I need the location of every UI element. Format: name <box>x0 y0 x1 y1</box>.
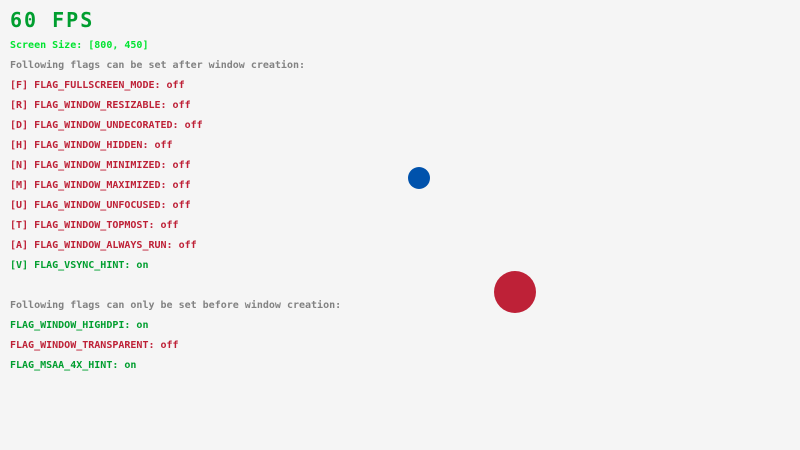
flag-status-window-undecorated: [D] FLAG_WINDOW_UNDECORATED: off <box>10 120 203 131</box>
flags-before-creation-section: Following flags can only be set before w… <box>10 300 341 380</box>
flag-status-window-always-run: [A] FLAG_WINDOW_ALWAYS_RUN: off <box>10 240 197 251</box>
flag-status-window-maximized: [M] FLAG_WINDOW_MAXIMIZED: off <box>10 180 191 191</box>
flag-status-fullscreen-mode: [F] FLAG_FULLSCREEN_MODE: off <box>10 80 185 91</box>
section-heading: Following flags can only be set before w… <box>10 300 342 311</box>
flag-status-window-topmost: [T] FLAG_WINDOW_TOPMOST: off <box>10 220 179 231</box>
blue-ball <box>408 167 430 189</box>
flag-status-vsync-hint: [V] FLAG_VSYNC_HINT: on <box>10 260 149 271</box>
flag-status-window-minimized: [N] FLAG_WINDOW_MINIMIZED: off <box>10 160 191 171</box>
flag-status-window-resizable: [R] FLAG_WINDOW_RESIZABLE: off <box>10 100 191 111</box>
flag-status-msaa-4x-hint: FLAG_MSAA_4X_HINT: on <box>10 360 137 371</box>
screen-size-label: Screen Size: [800, 450] <box>10 40 149 51</box>
section-heading: Following flags can be set after window … <box>10 60 306 71</box>
flag-status-window-hidden: [H] FLAG_WINDOW_HIDDEN: off <box>10 140 173 151</box>
flag-status-window-transparent: FLAG_WINDOW_TRANSPARENT: off <box>10 340 179 351</box>
flags-after-creation-section: Following flags can be set after window … <box>10 60 305 280</box>
flag-status-window-highdpi: FLAG_WINDOW_HIGHDPI: on <box>10 320 149 331</box>
fps-counter: 60 FPS <box>10 8 95 32</box>
red-ball <box>494 271 536 313</box>
flag-status-window-unfocused: [U] FLAG_WINDOW_UNFOCUSED: off <box>10 200 191 211</box>
